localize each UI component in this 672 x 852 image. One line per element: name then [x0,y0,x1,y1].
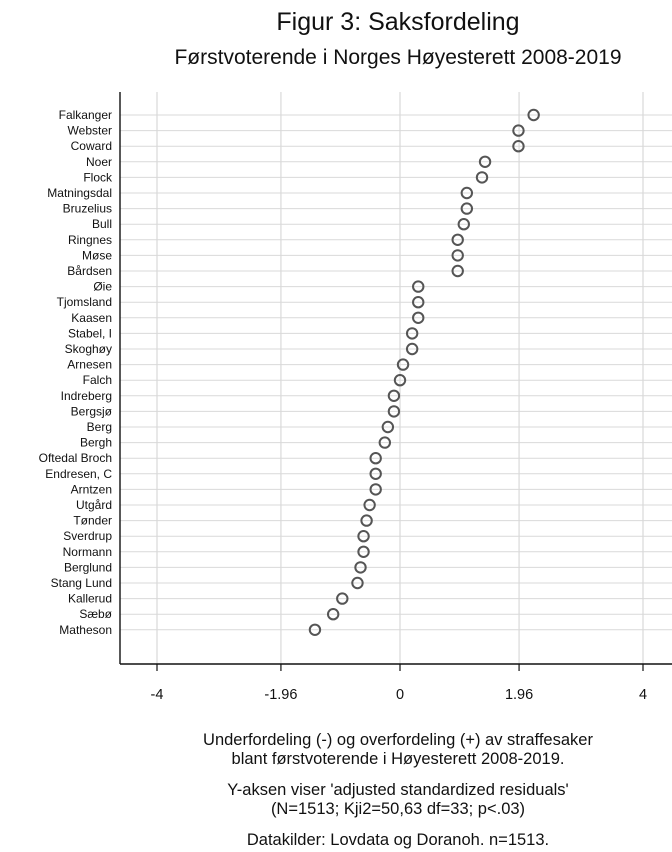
category-label: Falkanger [59,108,112,122]
category-label: Bergsjø [71,404,113,418]
category-label: Oftedal Broch [39,451,112,465]
category-label: Falch [83,373,112,387]
category-label: Utgård [76,498,112,512]
data-point [460,186,474,200]
data-point [369,483,382,496]
category-label: Matningsdal [47,186,112,200]
note-line-3: Y-aksen viser 'adjusted standardized res… [227,781,568,799]
category-label: Kallerud [68,592,112,606]
data-point [527,108,540,122]
x-tick-label: 1.96 [505,687,533,703]
x-tick-label: -1.96 [264,687,297,703]
data-point [308,623,322,636]
data-point [475,171,489,184]
category-label: Endresen, C [45,467,112,481]
category-label: Stabel, I [68,326,112,340]
data-point [451,249,464,262]
category-label: Kaasen [71,311,112,325]
category-label: Arntzen [71,482,112,496]
data-point [457,218,470,231]
category-label: Noer [86,155,112,169]
data-point [326,608,340,621]
category-label: Bull [92,217,112,231]
data-point [512,124,525,137]
category-label: Sæbø [79,607,112,621]
data-point [369,467,382,480]
data-point [369,452,382,465]
data-point [381,420,395,434]
category-label: Tønder [73,514,112,528]
category-label: Øie [93,280,112,294]
category-label: Ringnes [68,233,112,247]
x-tick-labels: -4 -1.96 0 1.96 4 [151,664,647,703]
data-point [451,233,464,247]
category-label: Berglund [64,560,112,574]
category-label: Indreberg [61,389,112,403]
note-line-5: Datakilder: Lovdata og Doranoh. n=1513. [247,831,549,849]
category-label: Berg [87,420,112,434]
data-point [357,530,370,543]
note-line-2: blant førstvoterende i Høyesterett 2008-… [232,750,565,768]
x-tick-label: -4 [151,687,164,703]
category-label: Arnesen [67,358,112,372]
data-point [460,202,474,215]
note-line-1: Underfordeling (-) og overfordeling (+) … [203,731,593,749]
category-label: Matheson [59,623,112,637]
data-point [512,140,525,153]
x-tick-label: 0 [396,687,404,703]
category-label: Sverdrup [63,529,112,543]
data-point [393,374,407,387]
data-point [412,311,425,324]
data-points [308,108,540,636]
category-label: Bergh [80,436,112,450]
data-point [387,389,401,402]
data-point [360,514,373,527]
data-point [351,576,364,590]
category-label: Skoghøy [65,342,112,356]
data-point [357,545,370,558]
category-label: Stang Lund [51,576,112,590]
data-point [378,436,392,449]
data-point [336,592,349,605]
category-label: Bruzelius [63,202,112,216]
data-point [405,327,419,340]
category-label: Flock [83,170,113,184]
data-point [451,264,464,278]
data-point [405,342,419,356]
data-point [412,296,425,309]
category-label: Normann [63,545,112,559]
data-point [387,405,401,418]
category-label: Coward [71,139,112,153]
axes [119,92,672,665]
note-line-4: (N=1513; Kji2=50,63 df=33; p<.03) [271,800,525,818]
data-point [363,498,376,512]
category-label: Bårdsen [67,264,112,278]
grid-lines [120,92,672,664]
category-label: Tjomsland [57,295,112,309]
data-point [354,561,367,574]
x-tick-label: 4 [639,687,647,703]
chart-subtitle: Førstvoterende i Norges Høyesterett 2008… [174,46,621,69]
data-point [478,155,492,169]
chart-title: Figur 3: Saksfordeling [276,8,519,36]
data-point [412,280,425,293]
category-label: Webster [68,124,112,138]
category-label: Møse [82,248,112,262]
data-point [396,358,410,371]
